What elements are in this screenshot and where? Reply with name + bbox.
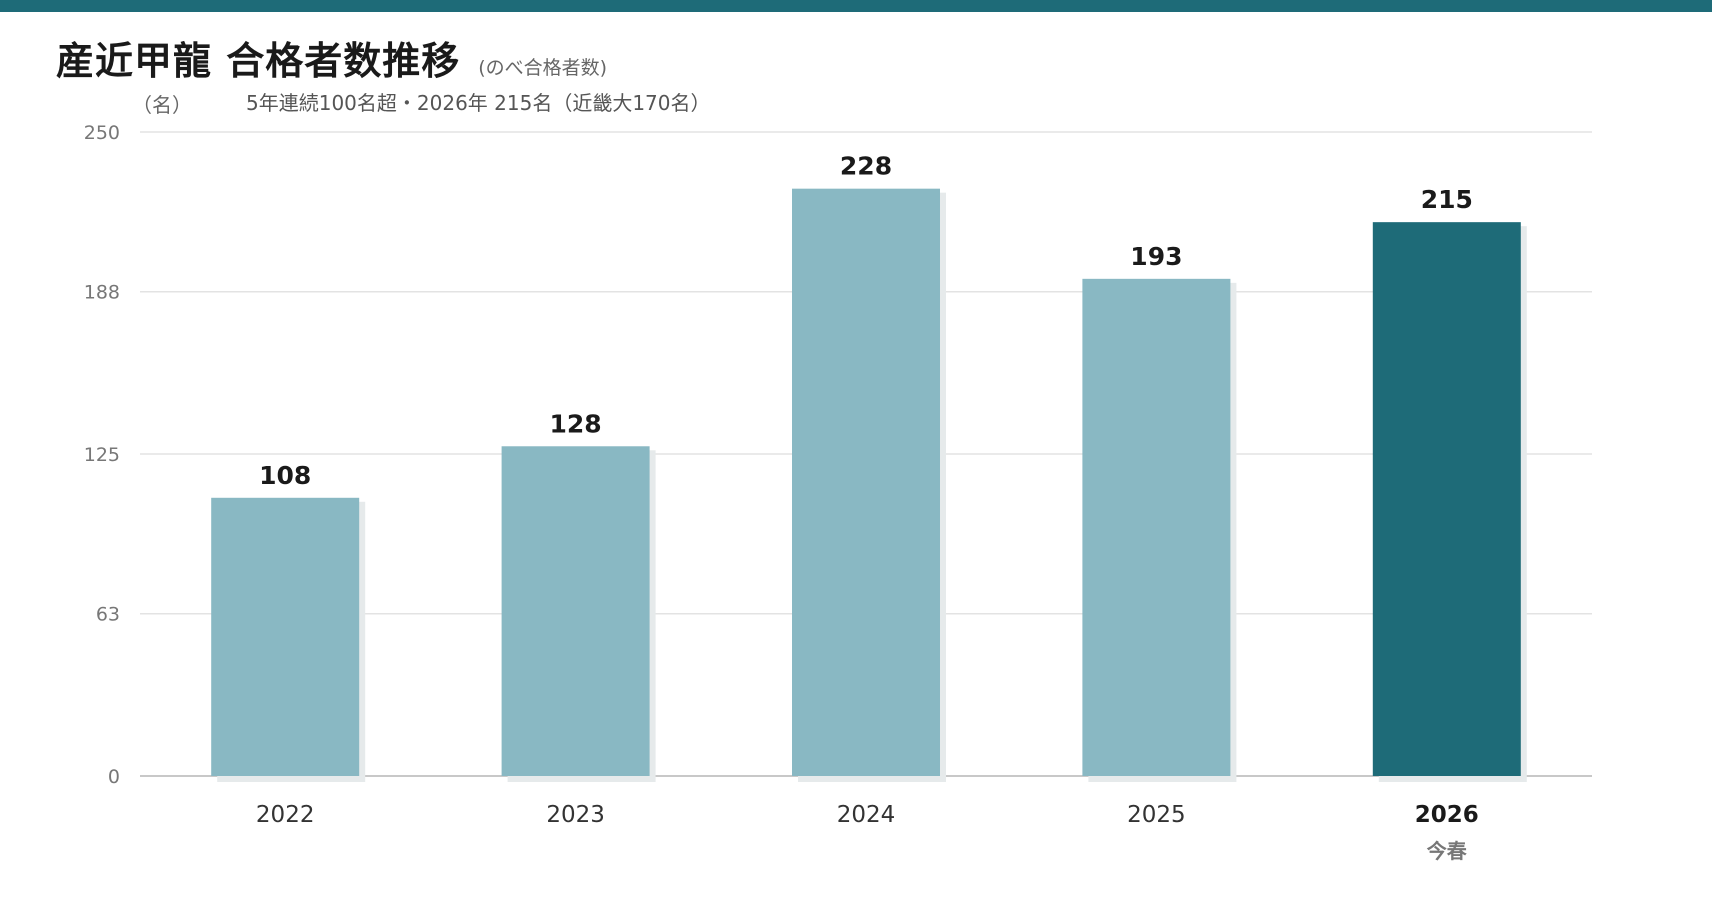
bar-2025 <box>1082 278 1231 776</box>
bar-2024 <box>792 188 940 776</box>
y-tick-label: 125 <box>84 444 120 466</box>
value-label: 228 <box>840 152 892 181</box>
x-tick-label: 2025 <box>1127 802 1186 828</box>
y-tick-label: 188 <box>84 282 120 304</box>
x-tick-label: 2026 <box>1415 802 1479 828</box>
x-tick-label: 2024 <box>837 802 896 828</box>
value-label: 108 <box>259 461 311 490</box>
bar-2022 <box>211 497 360 776</box>
y-tick-label: 250 <box>84 122 120 144</box>
y-axis-unit-label: （名） <box>132 93 192 117</box>
top-accent-bar <box>0 0 1712 12</box>
label-layer: 108 2022 128 2023 228 2024 193 2025 215 2026 今春 <box>256 152 1479 863</box>
grid-layer: 0 63 125 188 250 <box>84 122 1592 788</box>
title-row: 産近甲龍 合格者数推移 (のべ合格者数) <box>56 30 607 86</box>
highlight-note-label: 今春 <box>1427 839 1468 863</box>
x-tick-label: 2022 <box>256 802 315 828</box>
bar-layer <box>211 188 1527 782</box>
value-label: 193 <box>1130 242 1182 271</box>
y-tick-label: 0 <box>108 766 120 788</box>
value-label: 215 <box>1421 185 1473 214</box>
y-tick-label: 63 <box>96 604 120 626</box>
chart-title-note: (のべ合格者数) <box>478 57 608 79</box>
chart-subtitle: 5年連続100名超・2026年 215名（近畿大170名） <box>246 91 711 115</box>
bar-2023 <box>501 446 650 776</box>
x-tick-label: 2023 <box>546 802 605 828</box>
value-label: 128 <box>550 409 602 438</box>
bar-2026 <box>1372 222 1521 776</box>
chart-title: 産近甲龍 合格者数推移 <box>56 38 461 83</box>
